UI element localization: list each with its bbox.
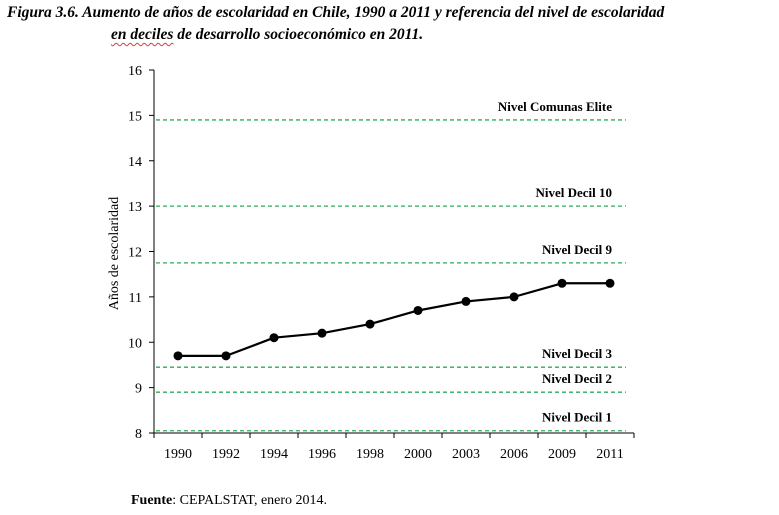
data-point [509,292,519,302]
figure-title-line1: Figura 3.6. Aumento de años de escolarid… [7,4,665,21]
data-point [605,278,615,288]
figure-title-line2-rest: de desarrollo socioeconómico en 2011. [173,26,424,43]
data-point [413,305,423,315]
y-tick-label: 9 [135,382,142,397]
y-tick-label: 10 [128,336,142,351]
y-tick-label: 16 [128,64,142,79]
y-ticks: 8 9 10 11 12 13 14 15 16 [128,64,154,442]
reference-lines: Nivel Comunas Elite Nivel Decil 10 Nivel D… [156,99,626,432]
x-tick-label: 2003 [452,447,480,462]
y-tick-label: 13 [128,200,142,215]
y-tick-label: 11 [129,291,142,306]
y-tick-label: 14 [128,155,142,170]
source-text: : CEPALSTAT, enero 2014. [172,493,328,508]
reference-line-label: Nivel Comunas Elite [498,99,612,114]
x-tick-label: 2006 [500,447,528,462]
source-note: Fuente: CEPALSTAT, enero 2014. [131,493,327,509]
figure-title-wavy-text: en deciles [111,26,174,43]
figure-title-line2: en deciles de desarrollo socioeconómico … [111,24,423,46]
reference-line-label: Nivel Decil 9 [542,242,613,257]
y-tick-label: 15 [128,109,142,124]
data-point [317,328,327,338]
reference-line-label: Nivel Decil 3 [542,346,613,361]
series [173,278,615,361]
x-ticks: 1990 1992 1994 1996 1998 2000 2003 2006 2009 2011 [153,433,635,462]
x-tick-label: 2009 [548,447,576,462]
y-axis-label: Años de escolaridad [107,197,122,311]
x-tick-label: 1994 [260,447,288,462]
reference-line-label: Nivel Decil 2 [542,371,612,386]
y-tick-label: 8 [135,427,142,442]
x-tick-label: 1992 [212,447,240,462]
y-tick-label: 12 [128,246,142,261]
x-tick-label: 2000 [404,447,432,462]
data-point [461,296,471,306]
data-point [221,351,231,361]
x-tick-label: 2011 [596,447,623,462]
reference-line-label: Nivel Decil 1 [542,410,612,425]
data-point [269,333,279,343]
data-point [365,319,375,329]
data-point [557,278,567,288]
data-point [173,351,183,361]
x-tick-label: 1990 [164,447,192,462]
source-label: Fuente [131,493,173,508]
reference-line-label: Nivel Decil 10 [535,185,612,200]
x-tick-label: 1996 [308,447,336,462]
series-line [178,282,610,357]
x-tick-label: 1998 [356,447,384,462]
